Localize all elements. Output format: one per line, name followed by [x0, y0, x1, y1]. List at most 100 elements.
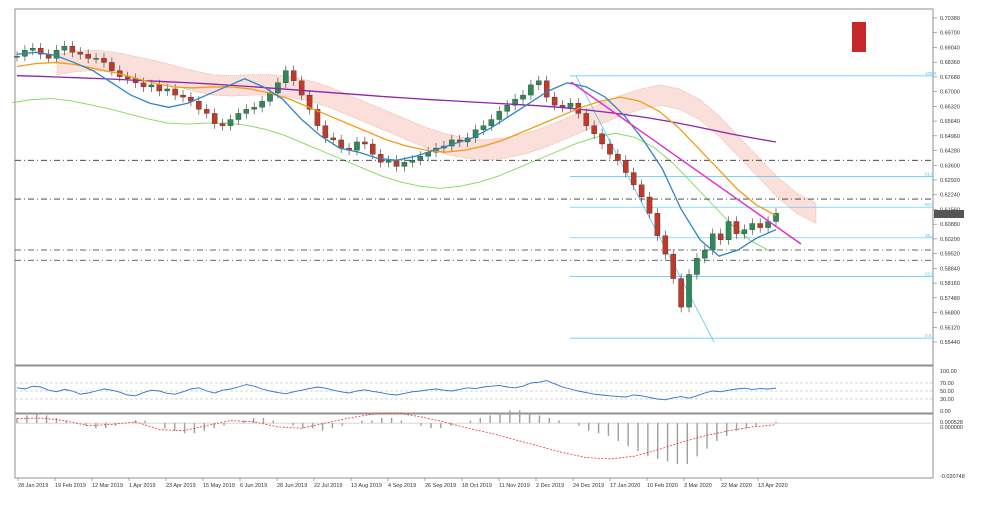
candle-body [235, 113, 242, 120]
rsi-y-tick-label: 50.00 [940, 389, 954, 395]
y-tick-label: 0.69700 [940, 31, 960, 37]
candle-body [710, 233, 716, 251]
candle-body [259, 101, 265, 108]
x-tick-label: 17 Jan 2020 [610, 483, 640, 489]
candle-body [686, 274, 692, 308]
macd-panel [14, 413, 934, 479]
rsi-line [16, 380, 777, 401]
x-tick-label: 1 Apr 2019 [129, 483, 156, 489]
candle-body [741, 229, 748, 234]
candle-body [401, 162, 408, 167]
time-axis: 28 Jan 2019 19 Feb 2019 12 Mar 2019 1 Apr 2… [17, 478, 788, 489]
candle-body [409, 160, 416, 163]
candle-body [290, 70, 297, 81]
y-tick-label: 0.67680 [940, 75, 960, 81]
candle-body [607, 143, 613, 155]
x-tick-label: 22 Mar 2020 [721, 483, 752, 489]
fibonacci-level-tag: 23.6 [925, 272, 934, 277]
fibonacci-level-tag: 50.0 [925, 202, 934, 207]
candle-body [385, 160, 392, 163]
candle-body [77, 52, 84, 55]
candle-body [227, 119, 234, 126]
x-tick-label: 24 Dec 2019 [573, 483, 604, 489]
descending-trendline [570, 81, 802, 245]
sma-line [16, 51, 777, 257]
rsi-y-tick-label: 0.00 [940, 409, 951, 415]
candle-body [148, 84, 155, 88]
candle-body [749, 223, 756, 230]
candle-body [480, 125, 487, 130]
candle-body [646, 196, 653, 214]
candle-body [69, 45, 76, 53]
candle-body [551, 96, 558, 106]
candle-body [211, 113, 218, 124]
y-tick-label: 0.62240 [940, 193, 960, 199]
candle-body [53, 50, 60, 59]
x-tick-label: 10 Feb 2020 [647, 483, 678, 489]
fibonacci-level-tag: 38.2 [925, 233, 934, 238]
y-tick-label: 0.64280 [940, 149, 960, 155]
y-tick-label: 0.56120 [940, 325, 960, 331]
candle-body [330, 137, 336, 141]
candle-body [338, 139, 344, 149]
macd-y-tick-label: 0.000528 [940, 420, 963, 426]
rsi-y-tick-label: 100.00 [940, 369, 957, 375]
moving-averages [16, 51, 777, 257]
candle-body [14, 56, 20, 58]
y-tick-label: 0.65640 [940, 119, 960, 125]
x-tick-label: 28 Jun 2019 [277, 483, 307, 489]
x-tick-label: 2 Dec 2019 [536, 483, 564, 489]
candle-body [354, 141, 360, 151]
candle-body [61, 45, 68, 51]
candle-body [219, 123, 226, 126]
candle-body [322, 125, 329, 139]
candle-body [512, 98, 518, 106]
candle-body [393, 160, 400, 167]
y-tick-label: 0.69040 [940, 45, 960, 51]
macd-y-tick-label: 0.000000 [940, 425, 963, 431]
candle-body [520, 94, 526, 100]
candle-body [599, 133, 605, 145]
candle-body [591, 125, 597, 134]
candle-body [449, 139, 455, 147]
candle-body [37, 48, 44, 55]
x-tick-label: 13 Apr 2020 [758, 483, 788, 489]
candle-body [757, 223, 763, 228]
candle-body [615, 154, 621, 161]
y-tick-label: 0.56800 [940, 311, 960, 317]
candle-body [196, 101, 202, 110]
xm-logo [852, 22, 866, 52]
fibonacci-level-tag: 61.8 [925, 172, 934, 177]
candle-body [283, 70, 289, 83]
candle-body [694, 258, 700, 275]
candle-body [306, 94, 313, 110]
y-tick-label: 0.60200 [940, 237, 960, 243]
x-tick-label: 12 Mar 2019 [92, 483, 123, 489]
fibonacci-level-tag: 0.0 [925, 333, 932, 338]
x-tick-label: 3 Mar 2020 [684, 483, 712, 489]
y-tick-label: 0.60880 [940, 222, 960, 228]
y-tick-label: 0.63600 [940, 163, 960, 169]
candle-body [504, 105, 510, 112]
y-tick-label: 0.68360 [940, 60, 960, 66]
candle-body [654, 213, 661, 236]
y-tick-label: 0.64960 [940, 134, 960, 140]
x-tick-label: 23 Apr 2019 [166, 483, 196, 489]
candle-body [164, 88, 170, 92]
candle-body [472, 129, 479, 139]
candle-body [243, 109, 250, 114]
candle-body [85, 54, 91, 59]
candle-body [733, 221, 740, 234]
y-tick-label: 0.55440 [940, 340, 960, 346]
candle-body [583, 113, 590, 126]
candle-body [251, 107, 257, 110]
rsi-panel [14, 365, 934, 414]
candle-body [314, 109, 321, 126]
candle-body [717, 233, 724, 240]
candle-body [488, 119, 495, 126]
candle-body [543, 80, 550, 98]
macd-signal-line [16, 412, 777, 460]
